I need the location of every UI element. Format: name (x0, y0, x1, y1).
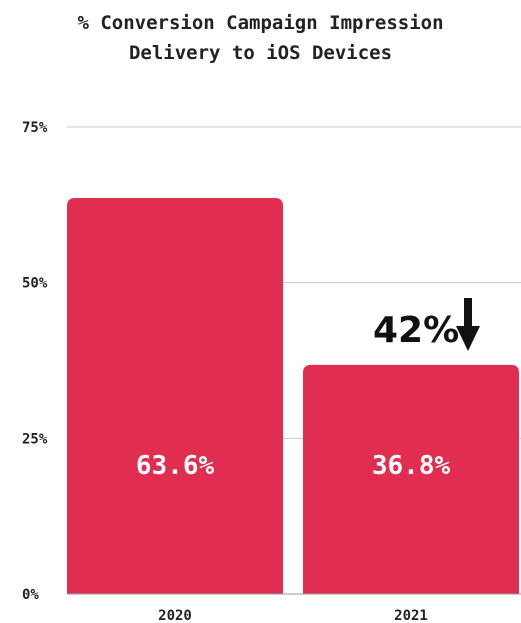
change-annotation: 42% (373, 298, 480, 351)
y-tick-label: 0% (22, 587, 39, 603)
bar-value-labels: 63.6% 36.8% (136, 451, 451, 481)
arrow-down-icon (456, 298, 480, 351)
bars (67, 197, 519, 594)
bar-value-label: 63.6% (136, 451, 215, 481)
bar-2021 (303, 364, 519, 594)
x-tick-label: 2021 (394, 608, 428, 623)
chart-title: % Conversion Campaign Impression Deliver… (0, 8, 521, 68)
bar-2020 (67, 197, 283, 594)
y-tick-label: 75% (22, 120, 48, 136)
y-axis-tick-labels: 0% 25% 50% 75% (22, 120, 48, 603)
arrow-head (456, 326, 480, 351)
chart-title-line-2: Delivery to iOS Devices (128, 42, 393, 64)
chart-title-line-1: % Conversion Campaign Impression (77, 12, 444, 34)
y-tick-label: 25% (22, 431, 48, 447)
arrow-shaft (464, 298, 472, 328)
annotation-label: 42% (373, 310, 459, 351)
y-tick-label: 50% (22, 276, 48, 292)
bar-value-label: 36.8% (372, 451, 451, 481)
x-axis-tick-labels: 2020 2021 (158, 608, 428, 623)
x-tick-label: 2020 (158, 608, 192, 623)
